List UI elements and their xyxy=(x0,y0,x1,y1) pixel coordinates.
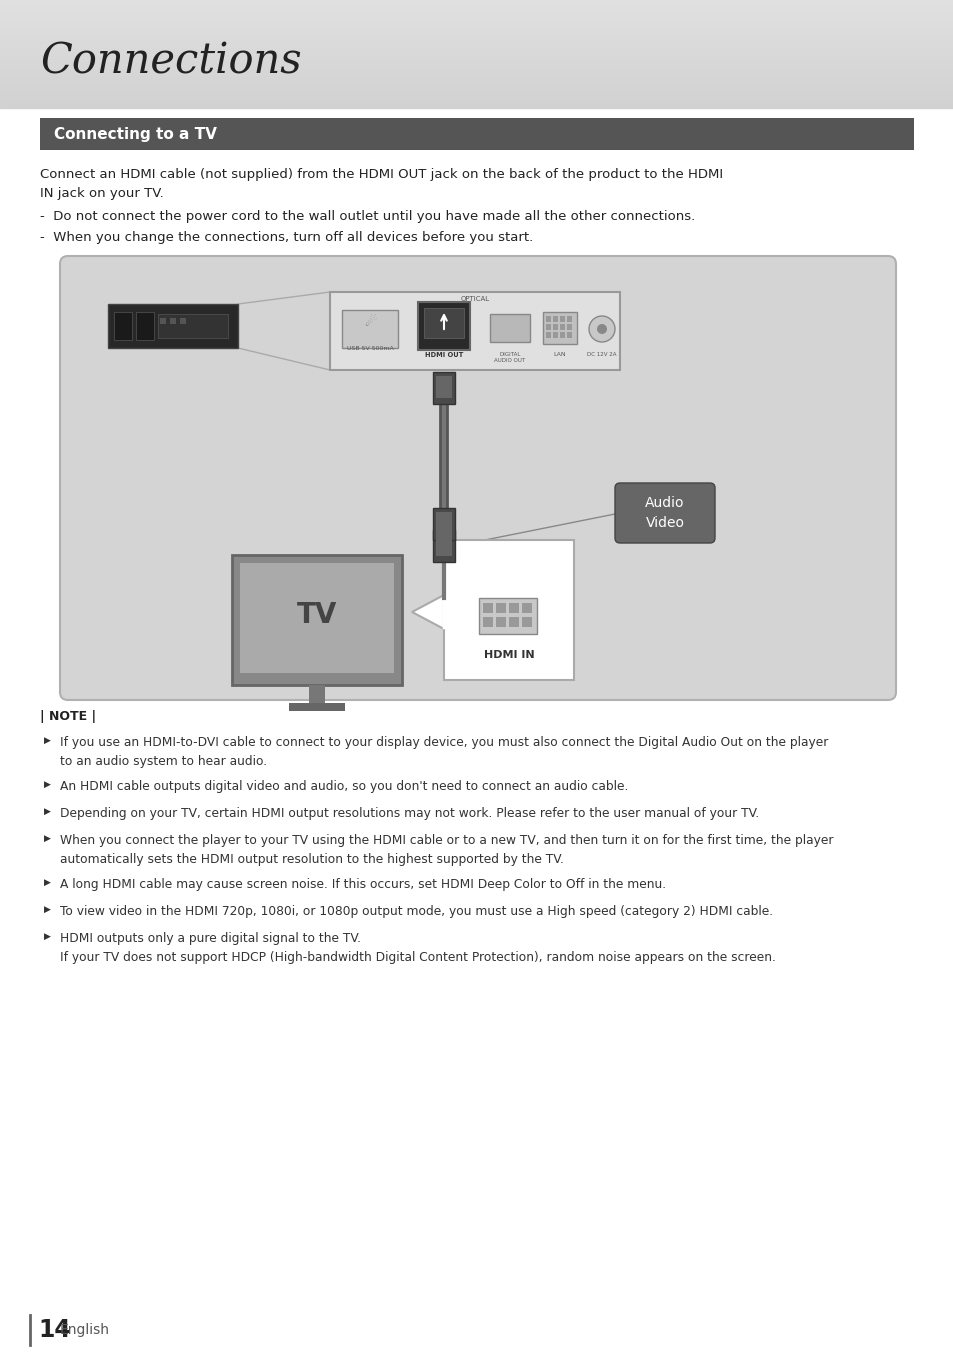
Text: ▶: ▶ xyxy=(44,807,51,816)
Bar xyxy=(509,603,518,613)
Bar xyxy=(545,332,551,338)
Bar xyxy=(496,603,505,613)
Text: HDMI outputs only a pure digital signal to the TV.
If your TV does not support H: HDMI outputs only a pure digital signal … xyxy=(60,932,775,964)
Bar xyxy=(289,703,345,711)
Text: OPTICAL: OPTICAL xyxy=(460,297,489,302)
Bar xyxy=(309,685,325,703)
Text: HDMI OUT: HDMI OUT xyxy=(424,352,463,357)
Bar xyxy=(240,563,394,673)
Text: Audio
Video: Audio Video xyxy=(644,497,684,529)
Text: | NOTE |: | NOTE | xyxy=(40,709,96,723)
Text: ▶: ▶ xyxy=(44,780,51,789)
Bar xyxy=(330,292,619,370)
Bar xyxy=(566,315,572,322)
Text: TV: TV xyxy=(296,601,336,630)
Bar xyxy=(545,324,551,330)
Text: -  When you change the connections, turn off all devices before you start.: - When you change the connections, turn … xyxy=(40,232,533,244)
Bar xyxy=(521,603,532,613)
Text: Depending on your TV, certain HDMI output resolutions may not work. Please refer: Depending on your TV, certain HDMI outpu… xyxy=(60,807,759,821)
Bar xyxy=(180,318,186,324)
Bar xyxy=(40,118,913,150)
Bar xyxy=(436,512,452,533)
Text: ▶: ▶ xyxy=(44,834,51,844)
Bar xyxy=(436,533,452,556)
Text: -  Do not connect the power cord to the wall outlet until you have made all the : - Do not connect the power cord to the w… xyxy=(40,210,695,223)
Bar xyxy=(559,315,564,322)
Text: An HDMI cable outputs digital video and audio, so you don't need to connect an a: An HDMI cable outputs digital video and … xyxy=(60,780,628,793)
Text: DIGITAL
AUDIO OUT: DIGITAL AUDIO OUT xyxy=(494,352,525,363)
Polygon shape xyxy=(412,594,443,630)
Text: Connecting to a TV: Connecting to a TV xyxy=(54,126,216,142)
Bar xyxy=(417,302,470,349)
Bar xyxy=(566,332,572,338)
Bar xyxy=(433,372,455,403)
Text: To view video in the HDMI 720p, 1080i, or 1080p output mode, you must use a High: To view video in the HDMI 720p, 1080i, o… xyxy=(60,904,772,918)
Bar xyxy=(490,314,530,343)
Text: Connect an HDMI cable (not supplied) from the HDMI OUT jack on the back of the p: Connect an HDMI cable (not supplied) fro… xyxy=(40,168,722,200)
Text: Connections: Connections xyxy=(40,41,301,83)
Bar xyxy=(553,324,558,330)
Bar xyxy=(559,324,564,330)
Bar xyxy=(542,311,577,344)
Bar xyxy=(553,315,558,322)
Text: LAN: LAN xyxy=(553,352,566,357)
Bar xyxy=(341,310,397,348)
Bar xyxy=(113,311,132,340)
Bar xyxy=(232,555,401,685)
Text: ▶: ▶ xyxy=(44,932,51,941)
Text: USB 5V 500mA: USB 5V 500mA xyxy=(346,347,393,351)
Text: English: English xyxy=(60,1323,110,1336)
Text: ▶: ▶ xyxy=(44,904,51,914)
Bar xyxy=(521,617,532,627)
Bar xyxy=(566,324,572,330)
Text: A long HDMI cable may cause screen noise. If this occurs, set HDMI Deep Color to: A long HDMI cable may cause screen noise… xyxy=(60,877,665,891)
Bar xyxy=(170,318,175,324)
Bar xyxy=(158,314,228,338)
Text: HDMI IN: HDMI IN xyxy=(483,650,534,659)
Text: If you use an HDMI-to-DVI cable to connect to your display device, you must also: If you use an HDMI-to-DVI cable to conne… xyxy=(60,737,827,768)
Text: ▶: ▶ xyxy=(44,877,51,887)
Bar xyxy=(423,307,463,338)
Bar xyxy=(436,376,452,398)
Text: When you connect the player to your TV using the HDMI cable or to a new TV, and : When you connect the player to your TV u… xyxy=(60,834,833,867)
Bar xyxy=(482,617,493,627)
Circle shape xyxy=(588,315,615,343)
Bar xyxy=(559,332,564,338)
Bar xyxy=(482,603,493,613)
Text: 14: 14 xyxy=(38,1317,71,1342)
Bar xyxy=(433,529,455,562)
Bar xyxy=(136,311,153,340)
Text: ☄: ☄ xyxy=(363,315,375,329)
Bar xyxy=(553,332,558,338)
Bar xyxy=(496,617,505,627)
Bar xyxy=(160,318,166,324)
Bar xyxy=(433,508,455,540)
Bar xyxy=(443,540,574,680)
Bar xyxy=(478,598,537,634)
Bar xyxy=(108,305,237,348)
Bar xyxy=(509,617,518,627)
FancyBboxPatch shape xyxy=(615,483,714,543)
FancyBboxPatch shape xyxy=(60,256,895,700)
Text: ▶: ▶ xyxy=(44,737,51,745)
Text: DC 12V 2A: DC 12V 2A xyxy=(587,352,616,357)
Circle shape xyxy=(597,324,606,334)
Bar xyxy=(545,315,551,322)
